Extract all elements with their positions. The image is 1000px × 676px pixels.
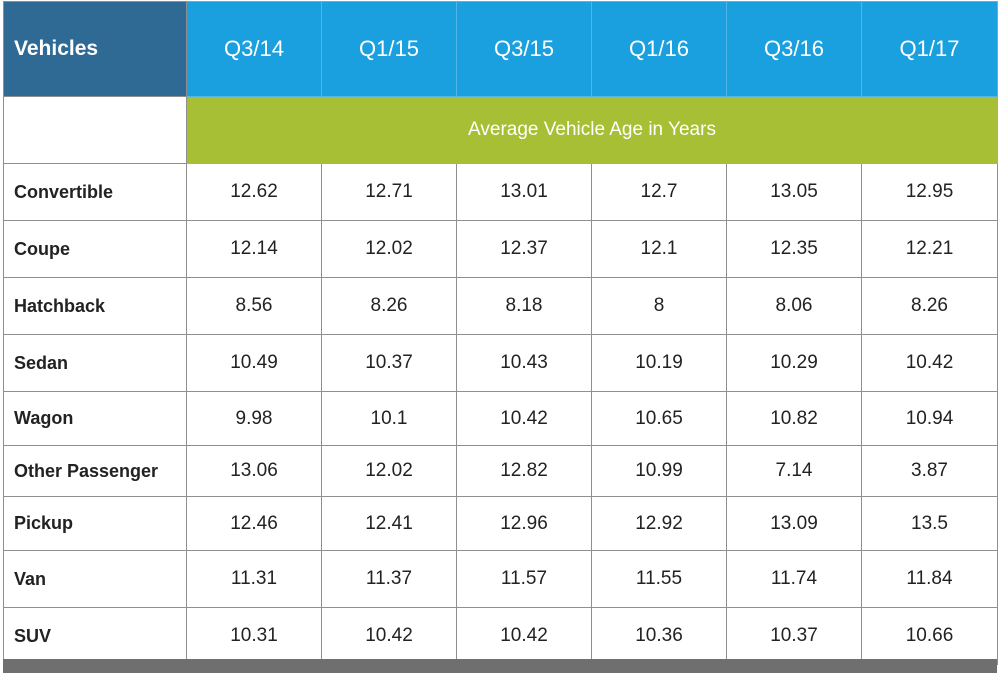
quarter-header-q1-17: Q1/17 bbox=[861, 1, 998, 97]
row-label-coupe: Coupe bbox=[3, 220, 187, 278]
subtitle-row: Average Vehicle Age in Years bbox=[3, 96, 998, 164]
subtitle-band: Average Vehicle Age in Years bbox=[186, 96, 998, 164]
value-cell-convertible-q1-17: 12.95 bbox=[861, 163, 998, 221]
table-row-other-passenger: Other Passenger 13.06 12.02 12.82 10.99 7.14 3… bbox=[3, 445, 998, 497]
vehicles-header-cell: Vehicles bbox=[3, 1, 187, 97]
table-body: Convertible 12.62 12.71 13.01 12.7 13.05 12.95… bbox=[3, 163, 998, 665]
table-row-coupe: Coupe 12.14 12.02 12.37 12.1 12.35 12.21 bbox=[3, 220, 998, 278]
row-label-suv: SUV bbox=[3, 607, 187, 665]
value-cell-hatchback-q3-16: 8.06 bbox=[726, 277, 862, 335]
value-cell-sedan-q1-16: 10.19 bbox=[591, 334, 727, 392]
value-cell-suv-q1-15: 10.42 bbox=[321, 607, 457, 665]
value-cell-coupe-q1-16: 12.1 bbox=[591, 220, 727, 278]
quarter-header-q3-14: Q3/14 bbox=[186, 1, 322, 97]
row-label-other-passenger: Other Passenger bbox=[3, 445, 187, 497]
quarter-header-q3-16: Q3/16 bbox=[726, 1, 862, 97]
value-cell-pickup-q3-14: 12.46 bbox=[186, 496, 322, 551]
value-cell-wagon-q3-14: 9.98 bbox=[186, 391, 322, 446]
value-cell-coupe-q3-16: 12.35 bbox=[726, 220, 862, 278]
header-row: Vehicles Q3/14 Q1/15 Q3/15 Q1/16 Q3/16 Q… bbox=[3, 1, 998, 97]
value-cell-pickup-q1-16: 12.92 bbox=[591, 496, 727, 551]
value-cell-van-q1-17: 11.84 bbox=[861, 550, 998, 608]
value-cell-suv-q1-17: 10.66 bbox=[861, 607, 998, 665]
value-cell-other-passenger-q1-15: 12.02 bbox=[321, 445, 457, 497]
footer-bar bbox=[3, 659, 997, 673]
value-cell-hatchback-q1-15: 8.26 bbox=[321, 277, 457, 335]
row-label-convertible: Convertible bbox=[3, 163, 187, 221]
value-cell-coupe-q1-15: 12.02 bbox=[321, 220, 457, 278]
value-cell-van-q3-14: 11.31 bbox=[186, 550, 322, 608]
value-cell-van-q3-15: 11.57 bbox=[456, 550, 592, 608]
value-cell-other-passenger-q1-16: 10.99 bbox=[591, 445, 727, 497]
value-cell-other-passenger-q1-17: 3.87 bbox=[861, 445, 998, 497]
value-cell-coupe-q3-14: 12.14 bbox=[186, 220, 322, 278]
value-cell-wagon-q1-16: 10.65 bbox=[591, 391, 727, 446]
value-cell-coupe-q1-17: 12.21 bbox=[861, 220, 998, 278]
table-row-pickup: Pickup 12.46 12.41 12.96 12.92 13.09 13.5 bbox=[3, 496, 998, 551]
value-cell-convertible-q3-16: 13.05 bbox=[726, 163, 862, 221]
value-cell-suv-q3-14: 10.31 bbox=[186, 607, 322, 665]
table-row-wagon: Wagon 9.98 10.1 10.42 10.65 10.82 10.94 bbox=[3, 391, 998, 446]
table-row-hatchback: Hatchback 8.56 8.26 8.18 8 8.06 8.26 bbox=[3, 277, 998, 335]
vehicle-age-table: Vehicles Q3/14 Q1/15 Q3/15 Q1/16 Q3/16 Q… bbox=[3, 1, 998, 665]
table-row-sedan: Sedan 10.49 10.37 10.43 10.19 10.29 10.42 bbox=[3, 334, 998, 392]
subtitle-blank-cell bbox=[3, 96, 187, 164]
value-cell-other-passenger-q3-15: 12.82 bbox=[456, 445, 592, 497]
vehicle-age-table-frame: Vehicles Q3/14 Q1/15 Q3/15 Q1/16 Q3/16 Q… bbox=[3, 1, 998, 673]
value-cell-van-q3-16: 11.74 bbox=[726, 550, 862, 608]
value-cell-sedan-q1-17: 10.42 bbox=[861, 334, 998, 392]
value-cell-sedan-q3-15: 10.43 bbox=[456, 334, 592, 392]
value-cell-pickup-q1-15: 12.41 bbox=[321, 496, 457, 551]
table-row-van: Van 11.31 11.37 11.57 11.55 11.74 11.84 bbox=[3, 550, 998, 608]
value-cell-convertible-q3-14: 12.62 bbox=[186, 163, 322, 221]
value-cell-other-passenger-q3-16: 7.14 bbox=[726, 445, 862, 497]
value-cell-suv-q3-16: 10.37 bbox=[726, 607, 862, 665]
value-cell-convertible-q1-15: 12.71 bbox=[321, 163, 457, 221]
row-label-pickup: Pickup bbox=[3, 496, 187, 551]
value-cell-van-q1-15: 11.37 bbox=[321, 550, 457, 608]
value-cell-hatchback-q3-15: 8.18 bbox=[456, 277, 592, 335]
value-cell-convertible-q1-16: 12.7 bbox=[591, 163, 727, 221]
value-cell-pickup-q3-15: 12.96 bbox=[456, 496, 592, 551]
quarter-header-q3-15: Q3/15 bbox=[456, 1, 592, 97]
value-cell-coupe-q3-15: 12.37 bbox=[456, 220, 592, 278]
value-cell-sedan-q3-16: 10.29 bbox=[726, 334, 862, 392]
value-cell-suv-q3-15: 10.42 bbox=[456, 607, 592, 665]
value-cell-pickup-q1-17: 13.5 bbox=[861, 496, 998, 551]
value-cell-wagon-q3-15: 10.42 bbox=[456, 391, 592, 446]
row-label-hatchback: Hatchback bbox=[3, 277, 187, 335]
value-cell-hatchback-q1-17: 8.26 bbox=[861, 277, 998, 335]
row-label-sedan: Sedan bbox=[3, 334, 187, 392]
table-row-convertible: Convertible 12.62 12.71 13.01 12.7 13.05 12.95 bbox=[3, 163, 998, 221]
value-cell-sedan-q1-15: 10.37 bbox=[321, 334, 457, 392]
quarter-header-q1-15: Q1/15 bbox=[321, 1, 457, 97]
row-label-wagon: Wagon bbox=[3, 391, 187, 446]
value-cell-hatchback-q1-16: 8 bbox=[591, 277, 727, 335]
value-cell-suv-q1-16: 10.36 bbox=[591, 607, 727, 665]
quarter-header-q1-16: Q1/16 bbox=[591, 1, 727, 97]
value-cell-van-q1-16: 11.55 bbox=[591, 550, 727, 608]
value-cell-wagon-q1-17: 10.94 bbox=[861, 391, 998, 446]
value-cell-other-passenger-q3-14: 13.06 bbox=[186, 445, 322, 497]
value-cell-pickup-q3-16: 13.09 bbox=[726, 496, 862, 551]
value-cell-hatchback-q3-14: 8.56 bbox=[186, 277, 322, 335]
value-cell-wagon-q1-15: 10.1 bbox=[321, 391, 457, 446]
table-row-suv: SUV 10.31 10.42 10.42 10.36 10.37 10.66 bbox=[3, 607, 998, 665]
value-cell-wagon-q3-16: 10.82 bbox=[726, 391, 862, 446]
value-cell-sedan-q3-14: 10.49 bbox=[186, 334, 322, 392]
value-cell-convertible-q3-15: 13.01 bbox=[456, 163, 592, 221]
row-label-van: Van bbox=[3, 550, 187, 608]
